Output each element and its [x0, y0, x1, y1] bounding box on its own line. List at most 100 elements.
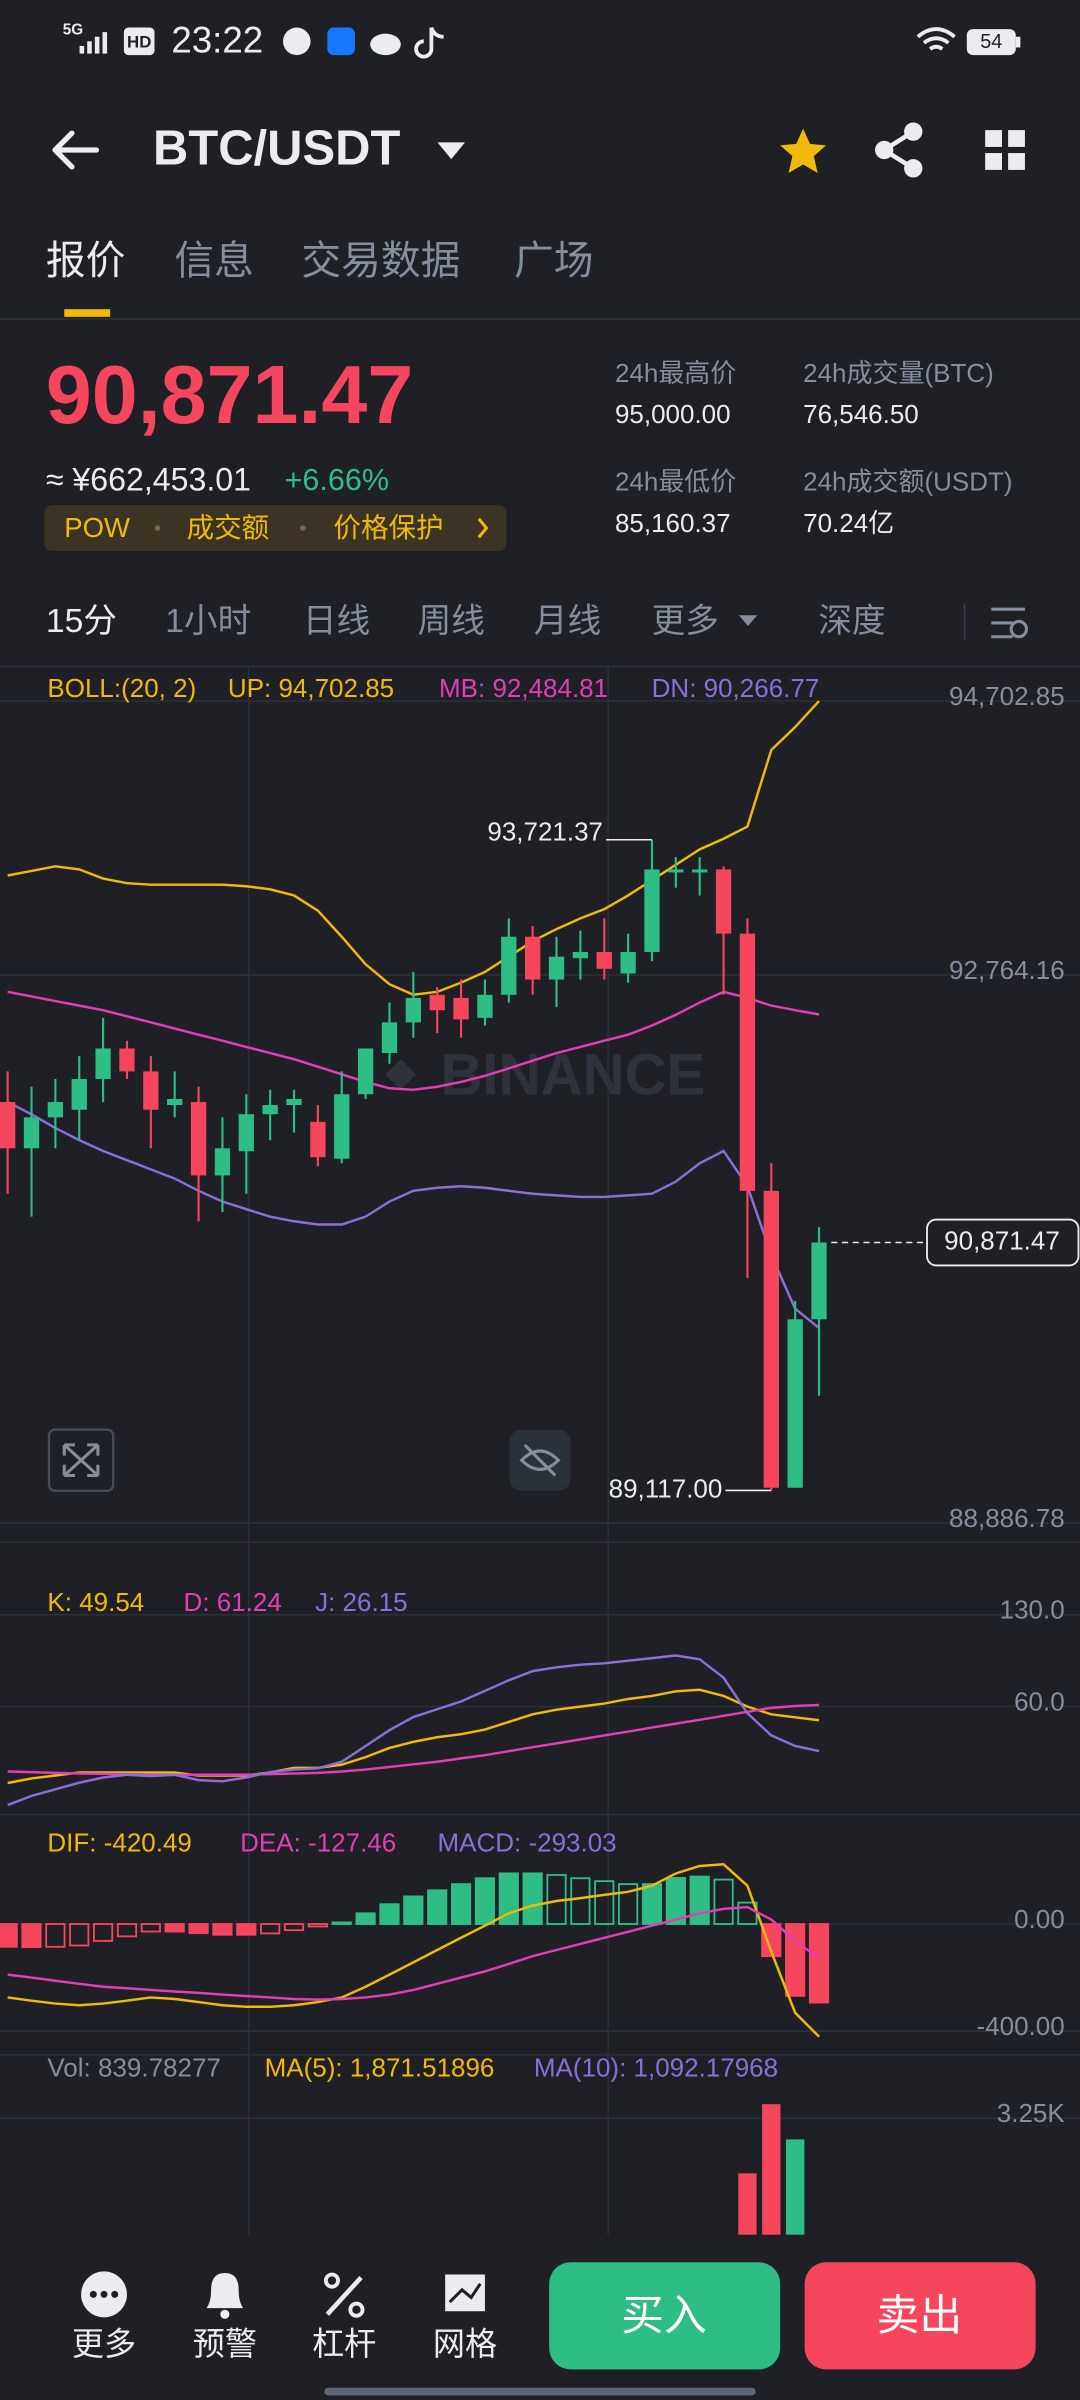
tag[interactable]: POW: [64, 512, 130, 543]
macd-bar: [21, 1923, 42, 1948]
high-marker: 93,721.37: [487, 816, 603, 846]
candle-body: [787, 1319, 803, 1488]
macd-bar: [188, 1923, 209, 1935]
interval-bar: 15分 1小时 日线 周线 月线 更多 深度: [0, 602, 1080, 668]
watermark: BINANCE: [441, 1042, 706, 1107]
macd-bar: [307, 1923, 328, 1928]
candle-body: [167, 1098, 183, 1106]
legend-entry: MA(5): 1,871.51896: [265, 2052, 495, 2082]
margin-action[interactable]: 杠杆: [312, 2272, 376, 2362]
macd-bar: [689, 1875, 710, 1925]
buy-label[interactable]: 买入: [621, 2292, 707, 2340]
watermark-logo: [385, 1059, 417, 1090]
network: 5G: [63, 22, 83, 39]
interval[interactable]: 1小时: [165, 603, 251, 640]
panel-separator: [0, 2054, 1080, 2056]
divider: [0, 318, 1080, 320]
grid-action[interactable]: 网格: [433, 2274, 497, 2362]
pair-title[interactable]: BTC/USDT: [153, 121, 400, 175]
kdj-line: [7, 1654, 820, 1807]
candle-body: [71, 1079, 87, 1110]
clock: 23:22: [171, 20, 263, 61]
macd-bar: [713, 1878, 734, 1925]
tab[interactable]: 交易数据: [301, 239, 460, 283]
fullscreen-button[interactable]: [47, 1428, 115, 1492]
interval[interactable]: 周线: [418, 602, 485, 640]
legend-entry: K: 49.54: [47, 1587, 144, 1617]
candle-body: [501, 936, 517, 995]
candle-body: [596, 951, 612, 969]
legend-entry: MA(10): 1,092.17968: [534, 2052, 778, 2082]
interval[interactable]: 更多: [652, 602, 719, 640]
favorite-star[interactable]: [780, 128, 827, 173]
tag-separator: [300, 525, 306, 531]
app-icon: [283, 27, 311, 56]
kdj-line: [7, 1688, 820, 1785]
interval[interactable]: 月线: [534, 602, 601, 640]
macd-bar: [45, 1923, 66, 1948]
sell-label[interactable]: 卖出: [877, 2292, 963, 2340]
action-label[interactable]: 杠杆: [312, 2326, 376, 2362]
candle-body: [429, 994, 445, 1011]
buy-button[interactable]: [549, 2262, 781, 2370]
back-button[interactable]: [52, 130, 100, 170]
candle-body: [95, 1048, 111, 1080]
candle-body: [190, 1102, 207, 1176]
grid-line-vertical: [607, 667, 609, 2244]
tab[interactable]: 信息: [174, 239, 254, 283]
macd-bar: [0, 1923, 18, 1948]
macd-line: [7, 1863, 820, 2038]
tab[interactable]: 广场: [514, 239, 594, 283]
stat-value: 95,000.00: [615, 399, 731, 429]
divider: [963, 603, 966, 640]
y-tick-label: 88,886.78: [949, 1503, 1065, 1533]
cny-price: ≈ ¥662,453.01: [46, 462, 251, 498]
legend-entry: DN: 90,266.77: [652, 673, 820, 703]
share-button[interactable]: [875, 122, 923, 178]
tag-bar[interactable]: [44, 505, 507, 552]
candle-body: [238, 1114, 254, 1152]
tab[interactable]: 报价: [46, 239, 126, 283]
indicator-name: BOLL:(20, 2): [47, 673, 196, 703]
legend-entry: Vol: 839.78277: [47, 2052, 220, 2082]
macd-bar: [808, 1923, 830, 2004]
tabs: 报价 信息 交易数据 广场: [0, 239, 1080, 320]
sell-button[interactable]: [804, 2262, 1036, 2370]
more-dropdown[interactable]: [738, 615, 758, 627]
action-label[interactable]: 更多: [72, 2326, 136, 2362]
candle-body: [620, 951, 636, 974]
more-action[interactable]: 更多: [72, 2271, 136, 2362]
macd-bar: [785, 1923, 806, 1997]
interval[interactable]: 日线: [303, 602, 370, 640]
interval[interactable]: 15分: [46, 603, 117, 640]
stat-value: 70.24亿: [803, 508, 894, 538]
tag[interactable]: 成交额: [187, 512, 270, 543]
y-tick-label: 94,702.85: [949, 681, 1065, 711]
last-price-label: 90,871.47: [944, 1225, 1060, 1255]
candle-body: [668, 869, 684, 873]
stat-label: 24h最低价: [615, 467, 736, 497]
macd-bar: [570, 1877, 591, 1925]
tag[interactable]: 价格保护: [333, 512, 443, 543]
candle-body: [143, 1071, 159, 1110]
stat-value: 76,546.50: [803, 399, 919, 429]
action-label[interactable]: 网格: [433, 2326, 497, 2362]
candle-body: [453, 997, 469, 1020]
macd-bar: [283, 1923, 305, 1932]
y-tick-label: 130.0: [1000, 1595, 1065, 1625]
menu-grid[interactable]: [985, 130, 1025, 170]
signal-icon: [79, 32, 108, 54]
macd-bar: [212, 1923, 233, 1936]
candle-body: [525, 936, 541, 980]
candle-body: [692, 869, 708, 873]
pair-dropdown[interactable]: [437, 142, 466, 160]
alert-action[interactable]: 预警: [193, 2272, 257, 2362]
stat-label: 24h成交额(USDT): [803, 467, 1012, 497]
interval[interactable]: 深度: [818, 602, 885, 640]
candle-body: [739, 933, 756, 1191]
action-label[interactable]: 预警: [193, 2326, 257, 2362]
macd-bar: [450, 1883, 472, 1925]
stat-value: 85,160.37: [615, 508, 731, 538]
chart-settings[interactable]: [991, 607, 1028, 639]
